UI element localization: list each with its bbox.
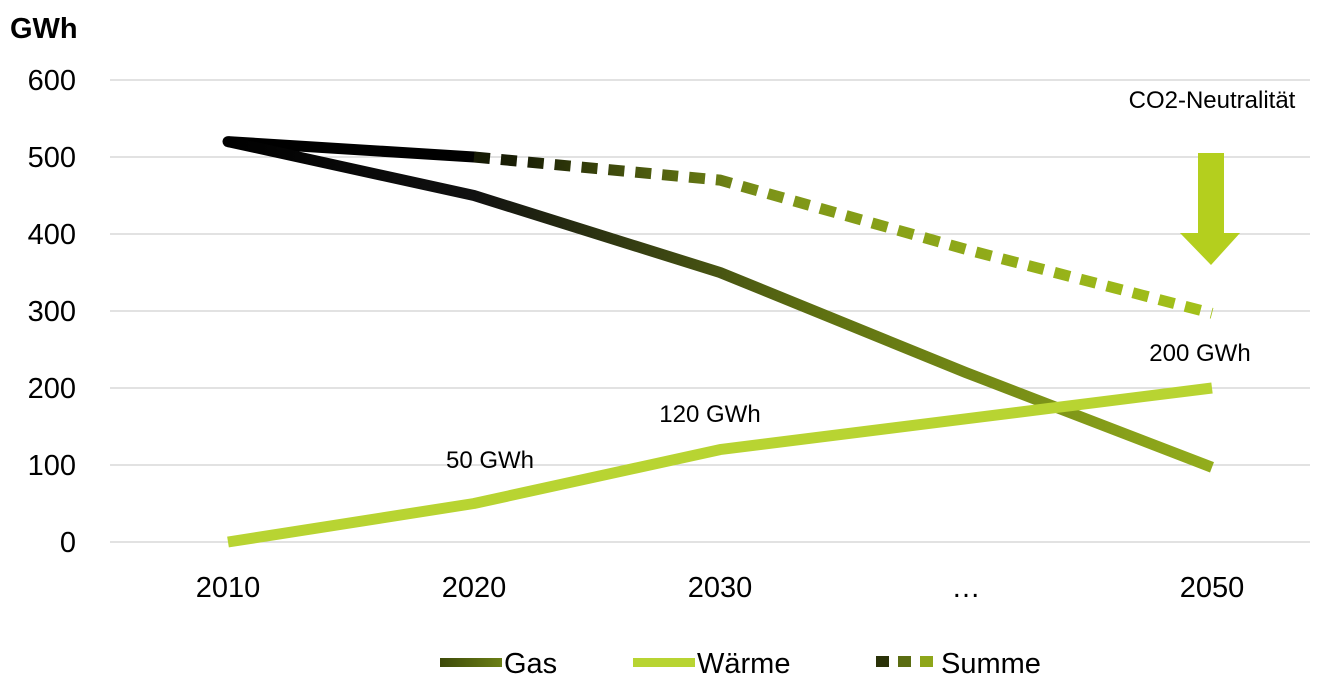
- annotation-label: 120 GWh: [659, 401, 760, 428]
- series-waerme-line: [227, 382, 1213, 548]
- legend-label-gas: Gas: [504, 648, 557, 675]
- x-tick-label: …: [952, 572, 981, 604]
- x-tick-label: 2020: [442, 572, 507, 604]
- legend-item-gas: Gas: [440, 648, 557, 675]
- y-tick-label: 300: [28, 296, 76, 328]
- series-summe-dashed: [473, 151, 1214, 319]
- y-tick-label: 0: [60, 527, 76, 559]
- legend-swatch-waerme: [633, 658, 695, 667]
- y-tick-label: 500: [28, 142, 76, 174]
- series-summe-solid: [222, 136, 480, 163]
- series-layer: [222, 136, 1214, 548]
- x-tick-label: 2010: [196, 572, 261, 604]
- legend-item-summe: Summe: [876, 648, 1041, 675]
- annotation-label: CO2-Neutralität: [1129, 87, 1296, 114]
- y-axis-unit-label: GWh: [10, 13, 78, 45]
- legend-label-summe: Summe: [941, 648, 1041, 675]
- annotation-label: 50 GWh: [446, 447, 534, 474]
- legend: Gas Wärme Summe: [440, 648, 1041, 675]
- y-tick-label: 100: [28, 450, 76, 482]
- y-tick-label: 600: [28, 65, 76, 97]
- annotations: 50 GWh 120 GWh 200 GWh CO2-Neutralität: [446, 87, 1296, 474]
- legend-label-waerme: Wärme: [697, 648, 790, 675]
- legend-swatch-gas: [440, 658, 502, 667]
- co2-neutrality-arrow-icon: [1180, 153, 1240, 265]
- legend-swatch-summe-1: [876, 656, 889, 667]
- x-tick-label: 2050: [1180, 572, 1245, 604]
- y-axis-ticks: 0 100 200 300 400 500 600: [28, 65, 76, 559]
- annotation-label: 200 GWh: [1149, 340, 1250, 367]
- legend-item-waerme: Wärme: [633, 648, 790, 675]
- x-tick-label: 2030: [688, 572, 753, 604]
- x-axis-ticks: 2010 2020 2030 … 2050: [196, 572, 1245, 604]
- legend-swatch-summe-3: [920, 656, 933, 667]
- legend-swatch-summe-2: [898, 656, 911, 667]
- y-tick-label: 200: [28, 373, 76, 405]
- y-tick-label: 400: [28, 219, 76, 251]
